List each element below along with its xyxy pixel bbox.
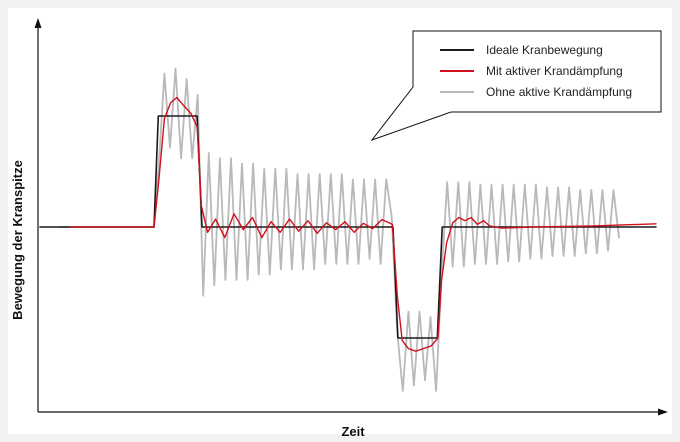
legend-callout-box [370, 30, 662, 142]
series-line-3 [57, 67, 620, 392]
y-axis-arrow [34, 18, 42, 28]
legend-label-3: Ohne aktive Krandämpfung [486, 85, 632, 99]
legend-label-2: Mit aktiver Krandämpfung [486, 64, 623, 78]
legend: Ideale Kranbewegung Mit aktiver Krandämpf… [370, 30, 662, 142]
series-layer [39, 67, 657, 392]
series-line-2 [70, 96, 657, 352]
x-axis-arrow [658, 408, 668, 416]
x-axis-title: Zeit [341, 424, 365, 439]
y-axis-title: Bewegung der Kranspitze [10, 160, 25, 320]
series-line-1 [39, 115, 657, 339]
legend-label-1: Ideale Kranbewegung [486, 43, 603, 57]
